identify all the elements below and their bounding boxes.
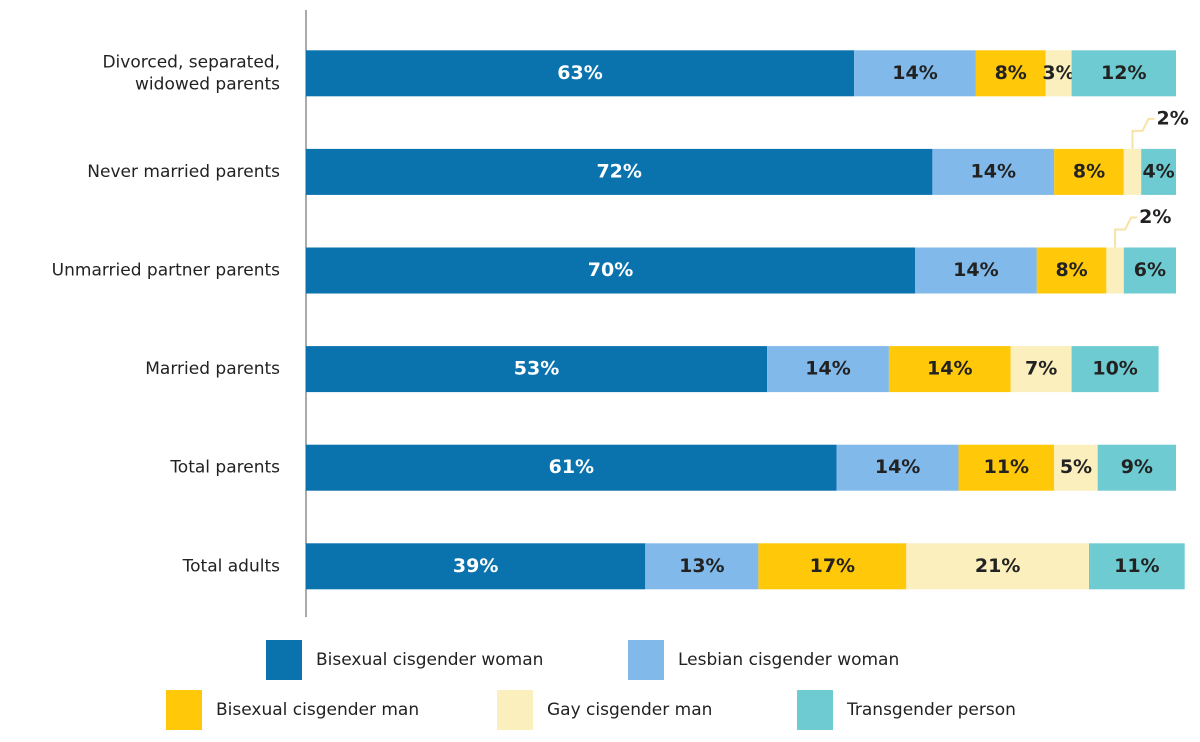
bar-segment [1010, 346, 1072, 393]
value-label: 17% [810, 555, 855, 577]
legend-swatch [266, 640, 302, 680]
value-label: 11% [1114, 555, 1159, 577]
value-label: 3% [1042, 62, 1074, 84]
value-label: 63% [557, 62, 602, 84]
category-label: Married parents [145, 359, 280, 379]
category-label: Divorced, separated, widowed parents [102, 52, 280, 94]
bar-segment [1071, 346, 1159, 393]
legend-label: Transgender person [846, 700, 1016, 720]
category-label: Unmarried partner parents [52, 261, 280, 281]
bar-segment [932, 148, 1055, 195]
category-line: Unmarried partner parents [52, 261, 280, 281]
bar-segment [1123, 148, 1142, 195]
value-label: 39% [453, 555, 498, 577]
bar-segment [758, 543, 907, 590]
bar-segment [906, 543, 1089, 590]
bar-segment [645, 543, 759, 590]
legend-swatch [628, 640, 664, 680]
legend-label: Bisexual cisgender man [216, 700, 419, 720]
callout-line [1131, 117, 1155, 149]
bar-segment [1054, 148, 1124, 195]
legend-swatch [797, 690, 833, 730]
value-label: 14% [953, 259, 998, 281]
bar-segment [306, 346, 768, 393]
value-label: 8% [1073, 160, 1105, 182]
legend-label: Lesbian cisgender woman [678, 650, 899, 670]
value-label: 14% [927, 358, 972, 380]
category-line: Divorced, separated, [102, 52, 280, 72]
value-label: 70% [588, 259, 633, 281]
legend-swatch [166, 690, 202, 730]
bar-segment [1045, 50, 1072, 97]
bar-segment [958, 444, 1055, 491]
bar-segment [767, 346, 889, 393]
category-line: Never married parents [87, 162, 280, 182]
bar-segment [306, 148, 933, 195]
bar-segment [1097, 444, 1176, 491]
value-label: 2% [1157, 107, 1189, 129]
category-line: Total adults [182, 556, 280, 576]
value-label: 8% [1055, 259, 1087, 281]
bar-segment [306, 50, 855, 97]
bar-segment [1036, 247, 1107, 294]
category-label: Total adults [182, 556, 280, 576]
legend-label: Bisexual cisgender woman [316, 650, 543, 670]
value-label: 11% [984, 456, 1029, 478]
value-label: 14% [875, 456, 920, 478]
category-line: Total parents [169, 458, 280, 478]
bar-segment [306, 543, 646, 590]
category-label: Total parents [169, 458, 280, 478]
value-label: 12% [1101, 62, 1146, 84]
bar-segment [1141, 148, 1176, 195]
value-label: 14% [805, 358, 850, 380]
bar-segment [915, 247, 1037, 294]
legend-swatch [497, 690, 533, 730]
bar-segment [854, 50, 976, 97]
category-line: widowed parents [135, 74, 280, 94]
value-label: 13% [679, 555, 724, 577]
value-label: 72% [596, 160, 641, 182]
legend-label: Gay cisgender man [547, 700, 712, 720]
bar-segment [1054, 444, 1098, 491]
bar-segment [1089, 543, 1185, 590]
value-label: 6% [1134, 259, 1166, 281]
bar-segment [888, 346, 1011, 393]
value-label: 21% [975, 555, 1020, 577]
bar-segment [306, 247, 915, 294]
value-label: 8% [995, 62, 1027, 84]
value-label: 14% [892, 62, 937, 84]
value-label: 9% [1121, 456, 1153, 478]
value-label: 53% [514, 358, 559, 380]
category-line: Married parents [145, 359, 280, 379]
bar-segment [836, 444, 959, 491]
bar-segment [1123, 247, 1176, 294]
value-label: 4% [1142, 160, 1174, 182]
value-label: 2% [1139, 206, 1171, 228]
bar-segment [1106, 247, 1124, 294]
bar-segment [975, 50, 1046, 97]
category-label: Never married parents [87, 162, 280, 182]
callout-line [1114, 216, 1138, 248]
value-label: 7% [1025, 358, 1057, 380]
bar-segment [306, 444, 837, 491]
value-label: 61% [549, 456, 594, 478]
value-label: 14% [971, 160, 1016, 182]
value-label: 5% [1060, 456, 1092, 478]
bar-segment [1071, 50, 1176, 97]
value-label: 10% [1092, 358, 1137, 380]
